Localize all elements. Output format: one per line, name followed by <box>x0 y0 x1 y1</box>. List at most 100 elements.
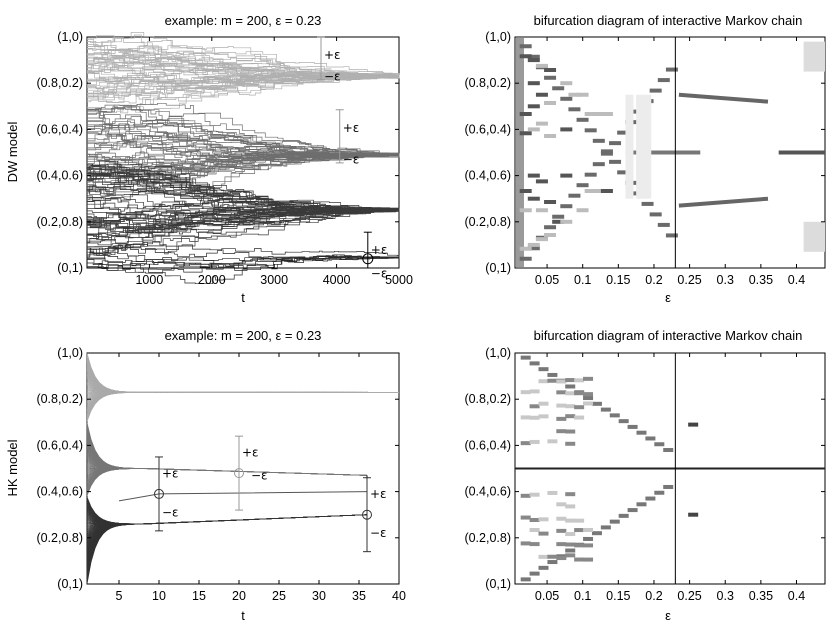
heatmap-cell <box>544 225 557 230</box>
heatmap-cell <box>649 212 662 217</box>
heatmap-cell <box>519 189 532 193</box>
x-tick-label: 0.05 <box>535 589 559 603</box>
heatmap-cell <box>592 112 605 116</box>
y-tick-label: (0,1) <box>485 577 511 591</box>
y-tick-label: (1,0) <box>57 346 83 360</box>
heatmap-cell <box>583 527 594 532</box>
heatmap-cell <box>665 67 678 72</box>
y-tick-label: (0.8,0.2) <box>36 392 83 406</box>
heatmap-cell <box>538 401 549 406</box>
x-axis-label: ε <box>665 608 671 623</box>
y-tick-label: (0.8,0.2) <box>464 76 511 90</box>
heatmap-cell <box>565 492 576 497</box>
panel-title: example: m = 200, ε = 0.23 <box>165 328 322 343</box>
panel-title: bifurcation diagram of interactive Marko… <box>534 328 803 343</box>
heatmap-cell <box>565 441 576 446</box>
y-tick-label: (0.4,0.6) <box>36 485 83 499</box>
heatmap-cell <box>552 214 565 219</box>
heatmap-cell <box>574 557 585 562</box>
heatmap-cell <box>636 430 647 435</box>
heatmap-cell <box>560 173 573 178</box>
x-tick-label: 0.15 <box>606 273 630 287</box>
heatmap-cell <box>565 504 576 509</box>
y-axis-label: HK model <box>5 439 20 496</box>
x-tick-label: 2000 <box>198 273 226 287</box>
heatmap-cell <box>519 54 532 59</box>
heatmap-cell <box>529 542 540 547</box>
heatmap-cell <box>565 542 576 547</box>
x-tick-label: 0.25 <box>677 273 701 287</box>
heatmap-cell <box>544 200 557 204</box>
heatmap-cell <box>584 189 597 193</box>
x-tick-label: 0.4 <box>788 589 805 603</box>
plus-epsilon-label: +ε <box>324 48 341 62</box>
hk-trajectory <box>86 352 400 393</box>
x-tick-label: 0.35 <box>749 589 773 603</box>
y-tick-label: (0.4,0.6) <box>464 169 511 183</box>
heatmap-cell <box>529 361 540 366</box>
heatmap-cell <box>535 179 548 184</box>
y-tick-label: (0.8,0.2) <box>36 76 83 90</box>
x-tick-label: 0.4 <box>788 273 805 287</box>
heatmap-cell <box>565 404 576 409</box>
dw-trajectory <box>87 71 400 89</box>
dw-trajectory <box>87 74 399 101</box>
dw-trajectory <box>87 197 399 214</box>
heatmap-cell <box>600 189 613 193</box>
panel-bifurcation-bottom: bifurcation diagram of interactive Marko… <box>514 328 826 623</box>
heatmap-cell <box>583 401 594 406</box>
heatmap-cell <box>609 159 622 164</box>
x-tick-label: 0.3 <box>717 589 734 603</box>
x-tick-label: 3000 <box>260 273 288 287</box>
heatmap-cell <box>547 439 558 444</box>
dw-trajectory <box>87 210 400 249</box>
heatmap-cell <box>519 131 532 136</box>
minus-epsilon-label: −ε <box>343 153 360 167</box>
plus-epsilon-label: +ε <box>343 121 360 135</box>
heatmap-cell <box>544 68 557 72</box>
panel-dw-model: example: m = 200, ε = 0.23 DW model t +ε… <box>5 13 400 305</box>
y-tick-label: (0.6,0.4) <box>36 122 83 136</box>
heatmap-cell <box>583 376 594 381</box>
y-tick-label: (0.4,0.6) <box>464 485 511 499</box>
heatmap-cell <box>636 502 647 507</box>
heatmap-cell <box>565 414 576 419</box>
heatmap-cell <box>649 88 662 93</box>
heatmap-cell <box>565 532 576 537</box>
x-tick-label: 1000 <box>135 273 163 287</box>
heatmap-cell <box>520 493 531 498</box>
heatmap-cell <box>583 396 594 401</box>
dw-trajectory <box>87 210 400 243</box>
panel-title: example: m = 200, ε = 0.23 <box>165 13 322 28</box>
heatmap-cell <box>663 448 674 453</box>
cluster-marker <box>362 509 372 520</box>
heatmap-cell <box>583 392 594 397</box>
heatmap-cell <box>519 112 532 116</box>
heatmap-cell <box>520 415 531 420</box>
dw-trajectory <box>87 150 399 179</box>
heatmap-cell <box>568 92 581 97</box>
x-tick-label: 5 <box>116 589 123 603</box>
y-tick-label: (1,0) <box>485 30 511 44</box>
dw-trajectory <box>87 151 400 185</box>
y-tick-label: (0,1) <box>57 261 83 275</box>
x-tick-label: 0.3 <box>717 273 734 287</box>
heatmap-cell <box>600 149 613 154</box>
heatmap-cell <box>529 492 540 497</box>
heatmap-cell <box>556 502 567 507</box>
heatmap-cell <box>535 92 548 97</box>
heatmap-cell <box>583 536 594 541</box>
heatmap-cell <box>520 441 531 446</box>
y-axis-label: DW model <box>5 122 20 183</box>
error-bar-annotations: +ε −ε +ε −ε +ε −ε <box>317 36 387 280</box>
dw-trajectory <box>87 112 400 155</box>
heatmap-cell <box>688 422 699 427</box>
heatmap-cell <box>527 127 540 132</box>
minus-epsilon-label: −ε <box>370 526 387 540</box>
heatmap-strip <box>516 38 524 267</box>
heatmap-cell <box>574 415 585 420</box>
x-tick-label: 35 <box>352 589 366 603</box>
x-tick-label: 40 <box>392 589 406 603</box>
heatmap-cell <box>519 256 532 261</box>
heatmap-cell <box>527 54 540 59</box>
